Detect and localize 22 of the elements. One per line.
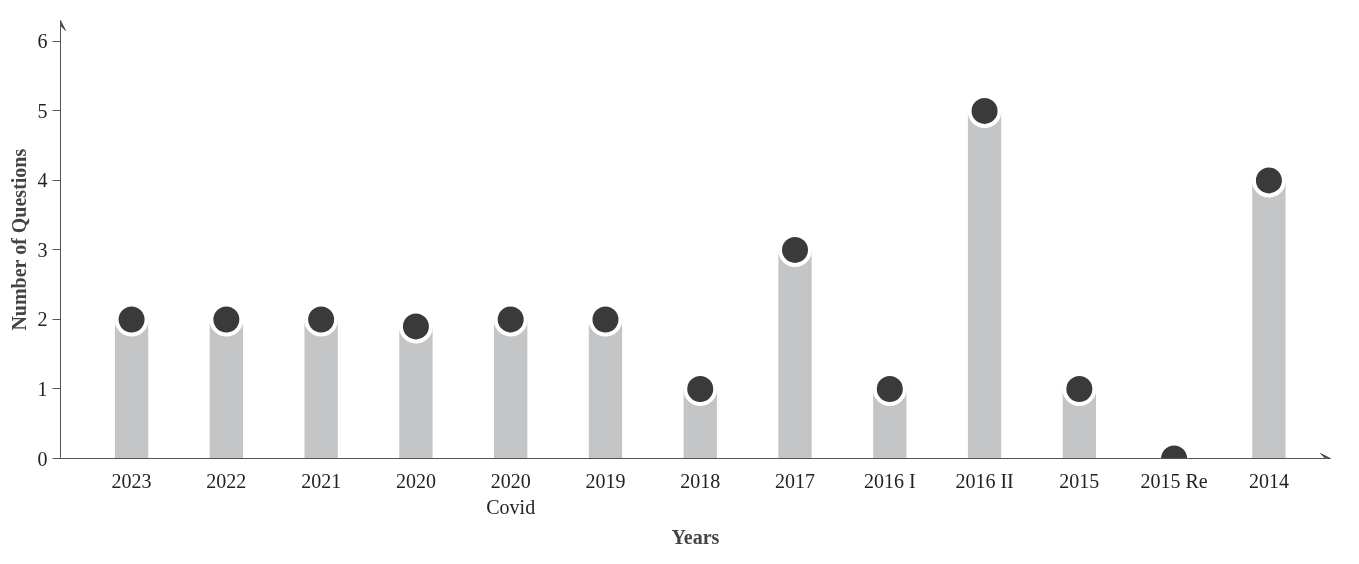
y-tick-label: 1 [37, 377, 48, 400]
y-tick-label: 5 [37, 99, 48, 122]
x-tick-label: 2014 [1248, 469, 1289, 492]
x-tick-label: 2016 I [863, 469, 916, 492]
x-tick-label: 2018 [680, 469, 721, 492]
x-tick-label: 2016 II [955, 469, 1014, 492]
x-tick-label: 2015 [1059, 469, 1100, 492]
x-tick-label: 2022 [206, 469, 247, 492]
x-axis-title: Years [671, 525, 720, 548]
y-tick-label: 2 [37, 308, 48, 331]
x-tick-label: 2023 [111, 469, 152, 492]
y-tick-label: 4 [37, 169, 48, 192]
x-tick-label: 2017 [775, 469, 816, 492]
x-tick-label: 2021 [301, 469, 342, 492]
y-axis-title: Number of Questions [7, 148, 30, 331]
x-tick-label: 2015 Re [1140, 469, 1208, 492]
y-tick-label: 3 [37, 238, 48, 261]
y-tick-label: 6 [37, 30, 48, 53]
x-tick-label: 2020 Covid [486, 469, 536, 518]
x-tick-label: 2020 [395, 469, 436, 492]
y-tick-label: 0 [37, 447, 48, 470]
x-tick-label: 2019 [585, 469, 626, 492]
